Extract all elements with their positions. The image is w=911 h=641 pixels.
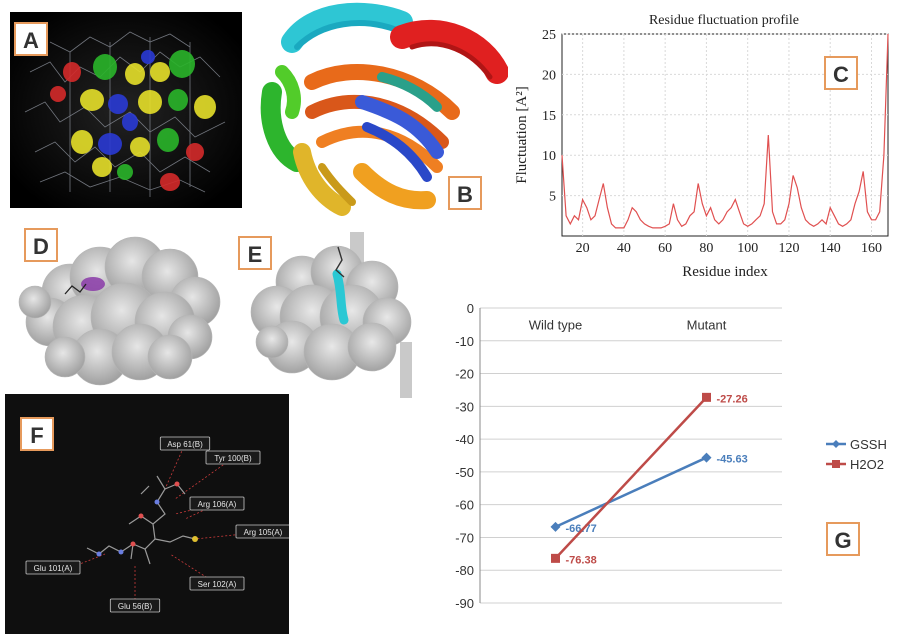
residue-box xyxy=(109,598,161,613)
chart-c-title: Residue fluctuation profile xyxy=(649,13,799,28)
chart-g-y-tick-label: -70 xyxy=(455,530,474,545)
panel-b-label: B xyxy=(448,176,482,210)
residue-label: Glu 56(B) xyxy=(118,602,153,611)
chart-c-y-tick-label: 20 xyxy=(542,68,556,83)
chart-c-x-tick-label: 120 xyxy=(778,241,799,256)
residue-label: Tyr 100(B) xyxy=(214,454,252,463)
residue-box xyxy=(25,560,81,575)
series-data-label: -27.26 xyxy=(717,393,748,405)
residue-box xyxy=(205,450,261,465)
panel-f-label: F xyxy=(20,417,54,451)
panel-c-label: C xyxy=(824,56,858,90)
chart-c-grid xyxy=(562,33,888,236)
residue-label: Arg 106(A) xyxy=(198,500,237,509)
chart-c-y-tick-label: 25 xyxy=(542,28,556,43)
chart-c-x-tick-label: 40 xyxy=(617,241,631,256)
chart-c-y-ticks: 5 10 15 20 25 xyxy=(542,28,556,205)
chart-g-grid xyxy=(479,307,782,604)
legend-marker-h2o2 xyxy=(832,460,840,468)
panel-a-label: A xyxy=(14,22,48,56)
series-point-gssh xyxy=(701,452,712,463)
chart-g-y-tick-label: 0 xyxy=(467,301,474,316)
chart-g-legend: GSSH H2O2 xyxy=(826,437,887,472)
fluctuation-series-line xyxy=(561,33,889,229)
chart-g-y-tick-label: -90 xyxy=(455,596,474,611)
chart-g-y-tick-label: -40 xyxy=(455,432,474,447)
residue-box xyxy=(189,496,245,511)
panel-e-label: E xyxy=(238,236,272,270)
panel-d-image xyxy=(18,236,221,386)
series-point-h2o2 xyxy=(551,553,560,563)
chart-c-x-tick-label: 160 xyxy=(861,241,882,256)
chart-c-x-ticks: 20 40 60 80 100 120 140 160 xyxy=(576,241,882,256)
chart-g-y-tick-label: -30 xyxy=(455,399,474,414)
chart-c-xlabel: Residue index xyxy=(682,264,768,280)
chart-g-y-tick-label: -20 xyxy=(455,367,474,382)
panel-g: 0 -10 -20 -30 -40 -50 -60 -70 -80 -90 Wild type Mu… xyxy=(430,296,906,636)
series-data-label: -76.38 xyxy=(566,554,597,566)
residue-box xyxy=(189,576,245,591)
chart-g-y-tick-label: -50 xyxy=(455,465,474,480)
panel-e: E xyxy=(232,222,422,398)
fluctuation-chart: Residue fluctuation profile 20 40 60 80 100 1… xyxy=(514,13,889,280)
chart-g-series: -66.77 -45.63 -76.38 -27.26 xyxy=(550,392,748,566)
series-data-label: -45.63 xyxy=(717,454,748,466)
panel-e-image xyxy=(250,232,412,398)
legend-marker-gssh xyxy=(832,440,840,448)
series-point-gssh xyxy=(550,521,561,532)
panel-f: Asp 61(B) Tyr 100(B) Arg 106(A) Arg 105(A) S… xyxy=(5,394,291,634)
chart-c-x-tick-label: 60 xyxy=(658,241,672,256)
series-line-h2o2 xyxy=(554,396,708,560)
panel-g-label: G xyxy=(826,522,860,556)
residue-box xyxy=(159,436,211,451)
chart-g-y-tick-label: -60 xyxy=(455,498,474,513)
panel-c: Residue fluctuation profile 20 40 60 80 100 1… xyxy=(508,4,906,286)
interaction-diagram: Asp 61(B) Tyr 100(B) Arg 106(A) Arg 105(A) S… xyxy=(25,436,291,613)
residue-label: Arg 105(A) xyxy=(244,528,283,537)
residue-label: Asp 61(B) xyxy=(167,440,203,449)
chart-c-y-tick-label: 10 xyxy=(542,149,556,164)
chart-g-y-tick-label: -80 xyxy=(455,563,474,578)
chart-g-categories: Wild type Mutant xyxy=(529,317,727,332)
legend-label: GSSH xyxy=(850,437,887,452)
binding-energy-chart: 0 -10 -20 -30 -40 -50 -60 -70 -80 -90 Wild type Mu… xyxy=(455,301,887,611)
panel-d-label: D xyxy=(24,228,58,262)
chart-g-y-tick-label: -10 xyxy=(455,334,474,349)
panel-b-image xyxy=(260,2,509,216)
chart-g-category-label: Wild type xyxy=(529,317,582,332)
panel-b: B xyxy=(252,2,509,220)
residue-label: Glu 101(A) xyxy=(34,564,73,573)
panel-a: A xyxy=(10,12,242,208)
series-data-label: -66.77 xyxy=(566,523,597,535)
chart-c-y-tick-label: 5 xyxy=(549,190,556,205)
chart-c-x-tick-label: 140 xyxy=(820,241,841,256)
series-point-h2o2 xyxy=(702,392,711,402)
chart-c-x-tick-label: 20 xyxy=(576,241,590,256)
chart-g-category-label: Mutant xyxy=(687,317,727,332)
panel-a-image xyxy=(10,12,242,208)
chart-g-y-ticks: 0 -10 -20 -30 -40 -50 -60 -70 -80 -90 xyxy=(455,301,474,611)
panel-d: D xyxy=(10,222,230,392)
legend-label: H2O2 xyxy=(850,457,884,472)
chart-c-ylabel: Fluctuation [A²] xyxy=(514,86,530,183)
residue-label: Ser 102(A) xyxy=(198,580,237,589)
chart-c-y-tick-label: 15 xyxy=(542,109,556,124)
chart-c-x-tick-label: 100 xyxy=(737,241,758,256)
series-line-gssh xyxy=(554,456,708,528)
chart-c-x-tick-label: 80 xyxy=(699,241,713,256)
